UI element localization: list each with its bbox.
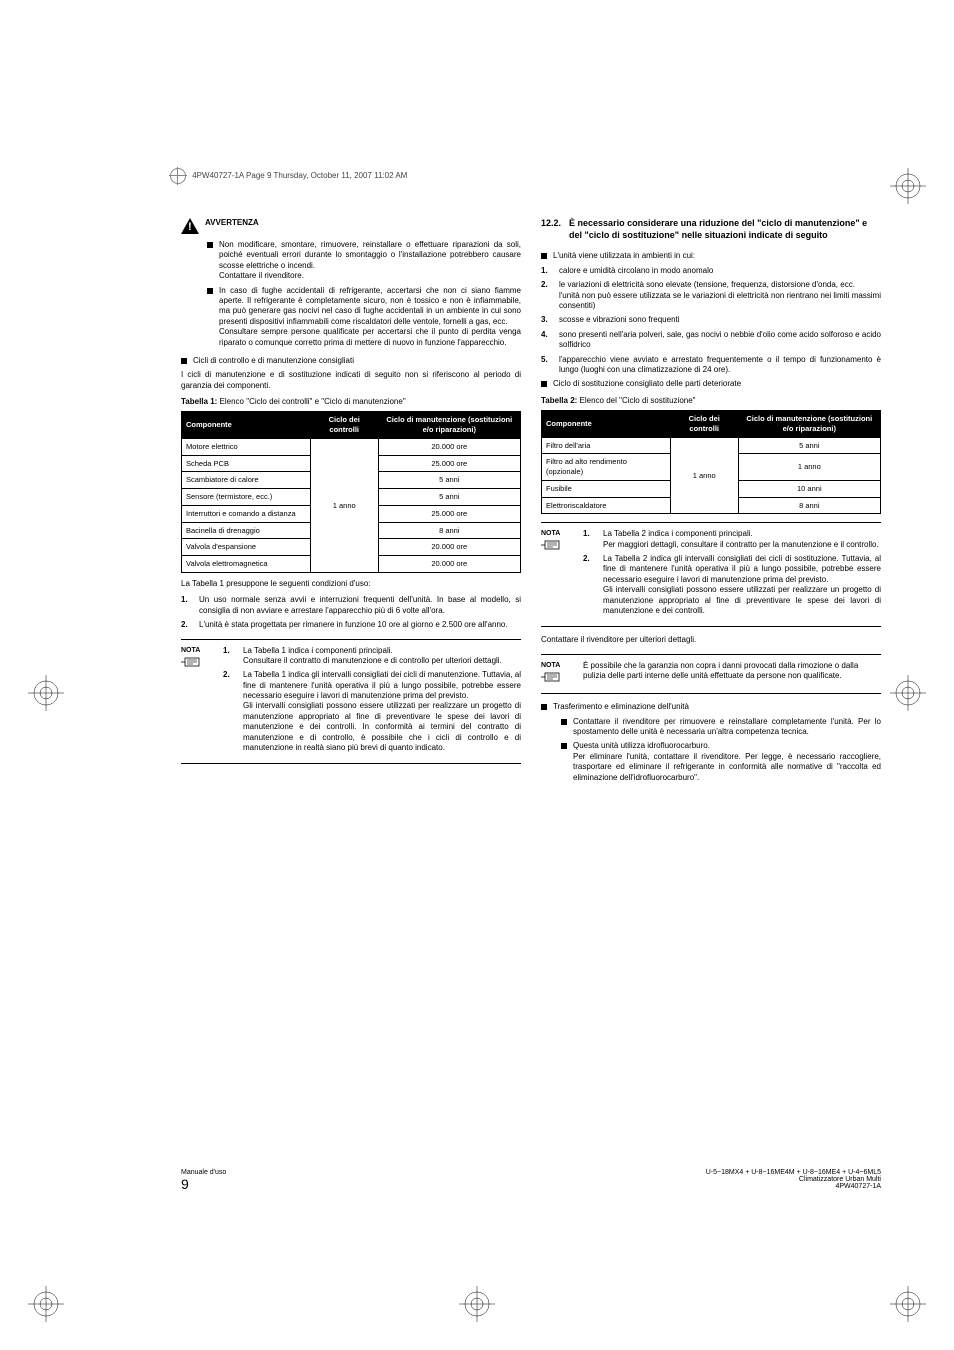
bullet-icon <box>541 704 547 710</box>
registration-mark-icon <box>890 168 926 204</box>
bullet-icon <box>181 358 187 364</box>
registration-mark-icon <box>890 675 926 711</box>
section-12-2-title: 12.2. È necessario considerare una riduz… <box>541 218 881 241</box>
condition-item: Un uso normale senza avvii e interruzion… <box>199 595 521 616</box>
env-intro: L'unità viene utilizzata in ambienti in … <box>553 251 695 261</box>
warning-item: In caso di fughe accidentali di refriger… <box>219 286 521 348</box>
replacement-bullet: Ciclo di sostituzione consigliato delle … <box>553 379 741 389</box>
note-item: La Tabella 1 indica gli intervalli consi… <box>243 670 521 753</box>
note-item: La Tabella 2 indica gli intervalli consi… <box>603 554 881 616</box>
transfer-item: Questa unità utilizza idrofluorocarburo.… <box>573 741 881 783</box>
bullet-icon <box>207 288 213 294</box>
note-item: La Tabella 1 indica i componenti princip… <box>243 646 502 667</box>
env-item: calore e umidità circolano in modo anoma… <box>559 266 713 276</box>
transfer-heading: Trasferimento e eliminazione dell'unità <box>553 702 689 712</box>
note-text: È possibile che la garanzia non copra i … <box>583 661 881 687</box>
warning-icon <box>181 218 199 234</box>
note-icon <box>181 655 205 669</box>
left-column: AVVERTENZA Non modificare, smontare, rim… <box>181 218 521 787</box>
env-item: scosse e vibrazioni sono frequenti <box>559 315 680 325</box>
env-item: sono presenti nell'aria polveri, sale, g… <box>559 330 881 351</box>
note-block: NOTA È possibile che la garanzia non cop… <box>541 654 881 694</box>
condition-item: L'unità è stata progettata per rimanere … <box>199 620 508 630</box>
bullet-icon <box>541 253 547 259</box>
note-item: La Tabella 2 indica i componenti princip… <box>603 529 879 550</box>
contact-line: Contattare il rivenditore per ulteriori … <box>541 635 881 645</box>
registration-mark-icon <box>28 675 64 711</box>
env-item: l'apparecchio viene avviato e arrestato … <box>559 355 881 376</box>
bullet-icon <box>561 719 567 725</box>
table2-caption: Tabella 2: Elenco del "Ciclo di sostituz… <box>541 396 881 406</box>
note-block: NOTA 1.La Tabella 1 indica i componenti … <box>181 639 521 765</box>
bullet-icon <box>561 743 567 749</box>
page-footer: Manuale d'uso 9 U-5~18MX4 + U-8~16ME4M +… <box>181 1169 881 1192</box>
note-icon <box>541 670 565 684</box>
table1: Componente Ciclo dei controlli Ciclo di … <box>181 411 521 573</box>
print-meta: 4PW40727-1A Page 9 Thursday, October 11,… <box>170 168 407 184</box>
note-block: NOTA 1.La Tabella 2 indica i componenti … <box>541 522 881 627</box>
cycles-intro: I cicli di manutenzione e di sostituzion… <box>181 370 521 391</box>
warning-title: AVVERTENZA <box>205 218 521 228</box>
bullet-icon <box>207 242 213 248</box>
registration-mark-icon <box>28 1286 64 1322</box>
env-item: le variazioni di elettricità sono elevat… <box>559 280 881 311</box>
registration-mark-icon <box>890 1286 926 1322</box>
registration-mark-icon <box>459 1286 495 1322</box>
table1-post: La Tabella 1 presuppone le seguenti cond… <box>181 579 521 589</box>
warning-item: Non modificare, smontare, rimuovere, rei… <box>219 240 521 282</box>
right-column: 12.2. È necessario considerare una riduz… <box>541 218 881 787</box>
table2: Componente Ciclo dei controlli Ciclo di … <box>541 410 881 514</box>
note-icon <box>541 538 565 552</box>
transfer-item: Contattare il rivenditore per rimuovere … <box>573 717 881 738</box>
cycles-heading: Cicli di controllo e di manutenzione con… <box>193 356 354 366</box>
bullet-icon <box>541 381 547 387</box>
table1-caption: Tabella 1: Elenco "Ciclo dei controlli" … <box>181 397 521 407</box>
